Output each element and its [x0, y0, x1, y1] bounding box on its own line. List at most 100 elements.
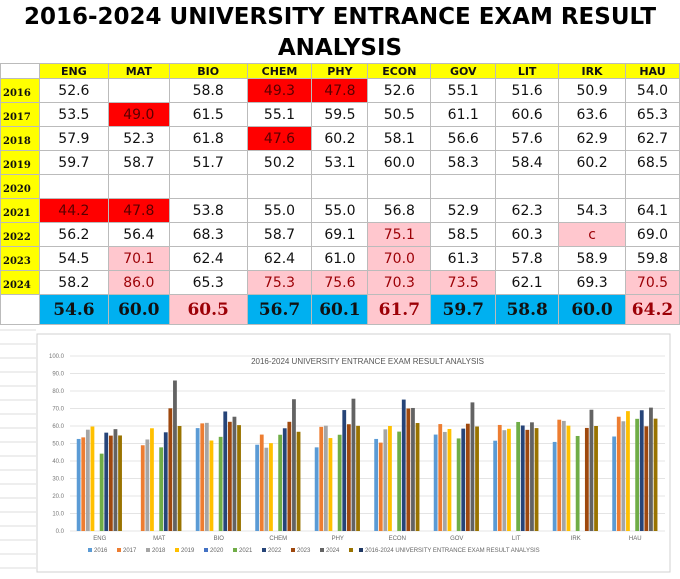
bar[interactable]: [264, 447, 269, 531]
score-cell[interactable]: 59.5: [311, 102, 369, 127]
year-cell[interactable]: 2017: [0, 102, 40, 127]
score-cell[interactable]: [107, 78, 170, 103]
bar[interactable]: [337, 434, 342, 531]
score-cell[interactable]: 49.3: [246, 78, 313, 103]
bar[interactable]: [639, 410, 644, 531]
score-cell[interactable]: 56.2: [38, 222, 109, 247]
bar[interactable]: [388, 426, 392, 531]
score-cell[interactable]: 70.1: [107, 246, 170, 271]
score-cell[interactable]: [430, 174, 497, 199]
bar[interactable]: [461, 428, 466, 531]
bar[interactable]: [465, 423, 470, 531]
bar[interactable]: [612, 436, 617, 532]
score-cell[interactable]: 65.3: [624, 102, 680, 127]
score-cell[interactable]: 56.8: [367, 198, 432, 223]
average-cell[interactable]: 61.7: [367, 294, 432, 325]
bar[interactable]: [227, 421, 232, 531]
bar[interactable]: [81, 437, 86, 531]
score-cell[interactable]: 47.8: [311, 78, 369, 103]
bar[interactable]: [159, 447, 164, 531]
bar[interactable]: [525, 429, 530, 531]
bar[interactable]: [383, 429, 388, 531]
score-cell[interactable]: 47.6: [246, 126, 313, 151]
bar[interactable]: [374, 438, 379, 531]
bar[interactable]: [76, 438, 81, 531]
score-cell[interactable]: 55.1: [430, 78, 497, 103]
bar[interactable]: [626, 411, 630, 531]
score-cell[interactable]: 58.7: [107, 150, 170, 175]
score-cell[interactable]: [38, 174, 109, 199]
score-cell[interactable]: 75.1: [367, 222, 432, 247]
bar[interactable]: [278, 434, 283, 531]
score-cell[interactable]: 51.6: [495, 78, 560, 103]
bar[interactable]: [406, 408, 411, 532]
score-cell[interactable]: 60.2: [311, 126, 369, 151]
bar[interactable]: [470, 402, 475, 531]
column-header[interactable]: PHY: [311, 63, 369, 79]
corner-cell[interactable]: [0, 63, 40, 79]
average-cell[interactable]: 60.5: [168, 294, 248, 325]
score-cell[interactable]: 47.8: [107, 198, 170, 223]
bar[interactable]: [177, 426, 182, 531]
score-cell[interactable]: 60.0: [367, 150, 432, 175]
bar[interactable]: [145, 439, 150, 531]
bar[interactable]: [140, 445, 145, 531]
score-cell[interactable]: 50.9: [558, 78, 626, 103]
score-cell[interactable]: 59.8: [624, 246, 680, 271]
year-cell[interactable]: 2016: [0, 78, 40, 103]
score-cell[interactable]: 53.5: [38, 102, 109, 127]
score-cell[interactable]: 86.0: [107, 270, 170, 295]
score-cell[interactable]: 70.3: [367, 270, 432, 295]
score-cell[interactable]: 60.6: [495, 102, 560, 127]
column-header[interactable]: BIO: [168, 63, 248, 79]
average-cell[interactable]: 64.2: [624, 294, 680, 325]
bar[interactable]: [150, 428, 154, 531]
score-cell[interactable]: 65.3: [168, 270, 248, 295]
score-cell[interactable]: [367, 174, 432, 199]
bar[interactable]: [209, 440, 214, 531]
score-cell[interactable]: 68.3: [168, 222, 248, 247]
bar[interactable]: [552, 441, 557, 531]
bar[interactable]: [438, 424, 443, 531]
score-cell[interactable]: 73.5: [430, 270, 497, 295]
bar[interactable]: [507, 428, 511, 531]
bar[interactable]: [497, 424, 502, 531]
column-header[interactable]: LIT: [495, 63, 560, 79]
score-cell[interactable]: 59.7: [38, 150, 109, 175]
score-cell[interactable]: 58.7: [246, 222, 313, 247]
bar[interactable]: [118, 435, 122, 531]
score-cell[interactable]: [624, 174, 680, 199]
score-cell[interactable]: 58.4: [495, 150, 560, 175]
score-cell[interactable]: 58.1: [367, 126, 432, 151]
score-cell[interactable]: 58.3: [430, 150, 497, 175]
average-cell[interactable]: 56.7: [246, 294, 313, 325]
bar[interactable]: [447, 428, 452, 531]
score-cell[interactable]: 60.3: [495, 222, 560, 247]
score-cell[interactable]: c: [558, 222, 626, 247]
bar[interactable]: [635, 418, 640, 531]
bar[interactable]: [649, 407, 653, 531]
bar[interactable]: [415, 423, 420, 531]
year-cell[interactable]: 2024: [0, 270, 40, 295]
score-cell[interactable]: 56.6: [430, 126, 497, 151]
score-cell[interactable]: 55.1: [246, 102, 313, 127]
year-cell[interactable]: 2020: [0, 174, 40, 199]
bar[interactable]: [411, 407, 415, 531]
column-header[interactable]: ENG: [38, 63, 109, 79]
bar[interactable]: [314, 447, 319, 531]
score-cell[interactable]: 49.0: [107, 102, 170, 127]
bar[interactable]: [282, 428, 287, 531]
bar[interactable]: [475, 426, 479, 531]
score-cell[interactable]: 75.6: [311, 270, 369, 295]
score-cell[interactable]: 69.3: [558, 270, 626, 295]
bar[interactable]: [223, 411, 228, 531]
bar[interactable]: [433, 434, 438, 531]
score-cell[interactable]: 51.7: [168, 150, 248, 175]
score-cell[interactable]: 62.4: [246, 246, 313, 271]
score-cell[interactable]: 63.6: [558, 102, 626, 127]
score-cell[interactable]: 61.0: [311, 246, 369, 271]
bar[interactable]: [104, 432, 109, 531]
bar[interactable]: [516, 421, 521, 531]
average-label-cell[interactable]: [0, 294, 40, 325]
average-cell[interactable]: 60.1: [311, 294, 369, 325]
